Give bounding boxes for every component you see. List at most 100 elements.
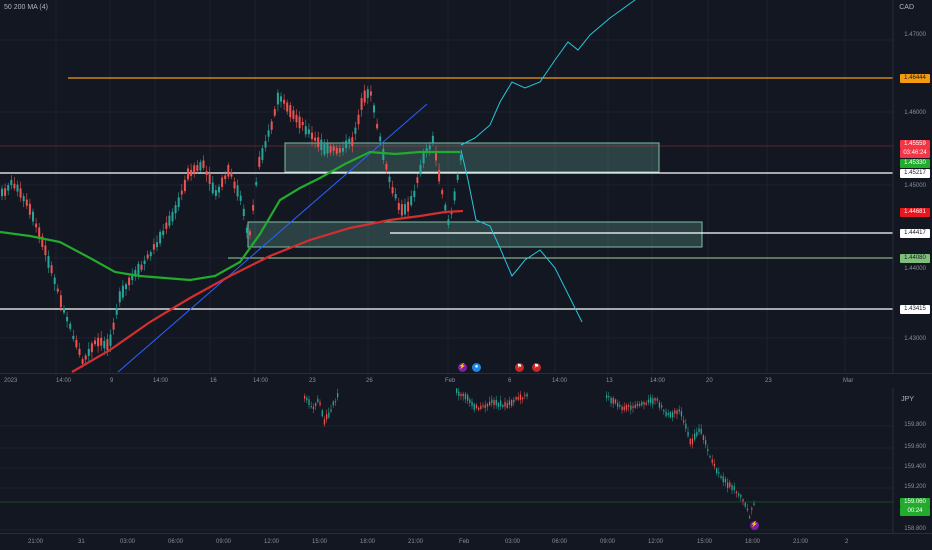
- candle: [705, 440, 707, 445]
- candle: [183, 179, 186, 192]
- candle: [729, 482, 731, 487]
- candle: [208, 173, 211, 184]
- level-price-tag: 1.43415: [900, 305, 930, 314]
- candle: [310, 406, 312, 408]
- candle: [131, 274, 134, 281]
- candle: [78, 348, 81, 355]
- demand-zone: [247, 221, 703, 248]
- time-label: 31: [78, 539, 85, 545]
- supply-zone: [284, 142, 660, 173]
- candle: [709, 456, 711, 458]
- candle: [404, 204, 406, 215]
- candle: [606, 395, 608, 398]
- upper-price-chart[interactable]: 50 200 MA (4) CAD 1.47000 1.46000 1.4500…: [0, 0, 932, 374]
- candle: [746, 508, 749, 511]
- candle: [115, 308, 118, 315]
- upper-axis-tick: 1.47000: [904, 32, 926, 38]
- time-label: 06:00: [168, 539, 184, 545]
- candle: [524, 394, 526, 396]
- candle: [683, 420, 685, 423]
- time-label: 18:00: [745, 539, 761, 545]
- candle: [376, 123, 379, 129]
- ma50-price-tag: 1.45330: [900, 159, 930, 168]
- candle: [425, 148, 428, 153]
- candle: [332, 146, 335, 151]
- lower-price-chart[interactable]: JPY 159.800 159.600 159.400 159.200 158.…: [0, 388, 932, 534]
- last-price-tag: 1.45559: [900, 140, 930, 149]
- candle: [7, 185, 10, 191]
- candle: [332, 401, 334, 406]
- candle: [168, 215, 171, 226]
- candle: [47, 256, 50, 268]
- trendline: [117, 103, 428, 373]
- candle: [156, 242, 158, 248]
- candle: [149, 252, 152, 257]
- candle: [733, 486, 735, 491]
- candle: [121, 285, 124, 298]
- candle: [292, 110, 295, 119]
- candle: [658, 402, 661, 408]
- candle: [435, 153, 437, 161]
- candle: [711, 459, 713, 463]
- candle: [4, 188, 7, 196]
- candle: [190, 169, 193, 176]
- candle: [335, 147, 338, 154]
- candle: [84, 355, 87, 360]
- upper-time-axis[interactable]: 2023 14:00 9 14:00 16 14:00 23 26 Feb 6 …: [0, 374, 932, 388]
- candle: [495, 399, 497, 406]
- candle: [177, 197, 180, 208]
- lightning-icon[interactable]: ⚡: [458, 363, 467, 372]
- lightning-icon[interactable]: ⚡: [750, 521, 759, 530]
- lower-chart-canvas[interactable]: [0, 388, 932, 534]
- candle: [230, 172, 233, 177]
- candle: [428, 145, 431, 150]
- candle: [239, 195, 242, 201]
- candle: [480, 405, 482, 409]
- upper-axis-tick: 1.45000: [904, 183, 926, 189]
- upper-chart-canvas[interactable]: [0, 0, 932, 374]
- candle: [106, 339, 109, 351]
- flag-icon[interactable]: ⚑: [532, 363, 541, 372]
- time-label: 12:00: [648, 539, 664, 545]
- candle: [72, 335, 75, 340]
- time-label: 06:00: [552, 539, 568, 545]
- time-label: 14:00: [650, 378, 666, 384]
- time-label: 14:00: [153, 378, 169, 384]
- candle: [410, 195, 413, 206]
- candle: [205, 171, 208, 175]
- candle: [25, 199, 28, 206]
- candle: [614, 399, 617, 404]
- candle: [700, 428, 702, 434]
- candle: [388, 176, 391, 183]
- candle: [304, 395, 306, 399]
- candle: [369, 91, 372, 96]
- candle: [329, 146, 332, 153]
- candle: [10, 179, 13, 186]
- time-label: Feb: [459, 539, 470, 545]
- lower-currency-label: JPY: [901, 396, 914, 403]
- candle: [134, 270, 137, 277]
- candle: [171, 211, 174, 222]
- candle: [669, 411, 672, 418]
- candle: [317, 398, 319, 403]
- upper-axis-tick: 1.43000: [904, 336, 926, 342]
- candle: [647, 399, 650, 403]
- candle: [56, 288, 59, 292]
- candle: [444, 204, 447, 211]
- time-label: 15:00: [312, 539, 328, 545]
- candle: [337, 393, 339, 398]
- candle: [330, 409, 332, 412]
- candle: [345, 140, 348, 149]
- candle: [656, 398, 658, 401]
- indicator-legend[interactable]: 50 200 MA (4): [4, 4, 48, 11]
- candle: [473, 403, 475, 410]
- candle: [619, 405, 621, 407]
- circle-icon[interactable]: ●: [472, 363, 481, 372]
- candle: [261, 148, 264, 160]
- candle: [522, 397, 524, 400]
- lower-time-axis[interactable]: 21:00 31 03:00 06:00 09:00 12:00 15:00 1…: [0, 534, 932, 550]
- candle: [328, 412, 330, 418]
- flag-icon[interactable]: ⚑: [515, 363, 524, 372]
- candle: [391, 187, 394, 194]
- candle: [360, 98, 363, 110]
